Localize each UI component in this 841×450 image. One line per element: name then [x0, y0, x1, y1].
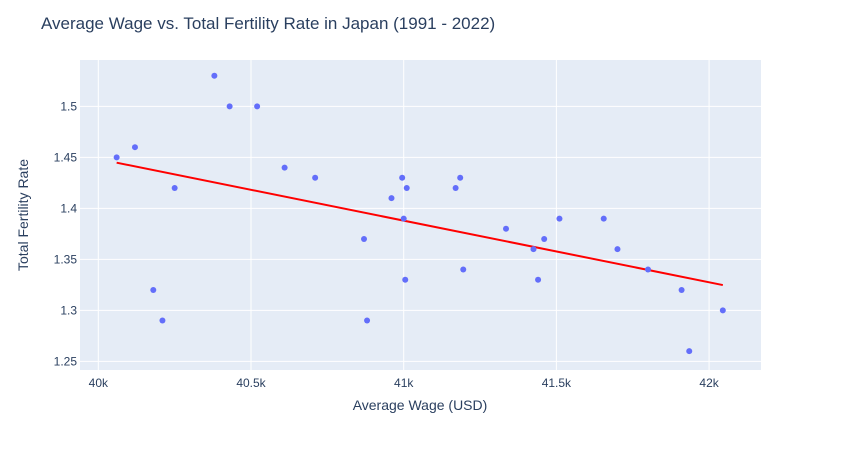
x-tick-label: 41k — [394, 376, 414, 390]
y-axis-title: Total Fertility Rate — [15, 159, 31, 271]
data-point — [719, 307, 726, 314]
trendline-layer — [116, 161, 724, 287]
data-point — [503, 225, 510, 232]
y-gridlines — [80, 105, 761, 362]
data-point — [452, 184, 459, 191]
data-point — [361, 235, 368, 242]
data-point — [541, 235, 548, 242]
data-point — [226, 103, 233, 110]
data-point — [678, 286, 685, 293]
data-point — [113, 154, 120, 161]
y-tick-label: 1.4 — [60, 201, 77, 215]
data-point — [388, 195, 395, 202]
data-point — [131, 144, 138, 151]
data-point — [645, 266, 652, 273]
data-point — [171, 184, 178, 191]
y-tick-label: 1.3 — [60, 303, 77, 317]
data-point — [399, 174, 406, 181]
data-point — [400, 215, 407, 222]
trendline — [116, 161, 724, 287]
data-point — [159, 317, 166, 324]
data-point — [556, 215, 563, 222]
y-tick-label: 1.45 — [54, 150, 78, 164]
data-point — [254, 103, 261, 110]
x-tick-label: 42k — [699, 376, 719, 390]
data-point — [211, 72, 218, 79]
data-point — [535, 276, 542, 283]
data-point — [457, 174, 464, 181]
points-layer — [113, 72, 726, 355]
data-point — [530, 246, 537, 253]
data-point — [150, 286, 157, 293]
plot-area — [80, 60, 761, 370]
x-tick-label: 41.5k — [542, 376, 572, 390]
y-tick-label: 1.25 — [54, 354, 78, 368]
data-point — [614, 246, 621, 253]
y-tick-labels: 1.25 1.3 1.35 1.4 1.45 1.5 — [54, 99, 78, 368]
x-axis-title: Average Wage (USD) — [353, 397, 488, 413]
data-point — [312, 174, 319, 181]
data-point — [460, 266, 467, 273]
y-tick-label: 1.5 — [60, 99, 77, 113]
data-point — [364, 317, 371, 324]
x-tick-label: 40.5k — [236, 376, 266, 390]
x-tick-label: 40k — [89, 376, 109, 390]
data-point — [402, 276, 409, 283]
data-point — [403, 184, 410, 191]
data-point — [686, 348, 693, 355]
data-point — [600, 215, 607, 222]
y-tick-label: 1.35 — [54, 252, 78, 266]
x-gridlines — [97, 60, 710, 370]
x-tick-labels: 40k 40.5k 41k 41.5k 42k — [89, 376, 720, 390]
chart-title: Average Wage vs. Total Fertility Rate in… — [41, 14, 495, 33]
data-point — [281, 164, 288, 171]
